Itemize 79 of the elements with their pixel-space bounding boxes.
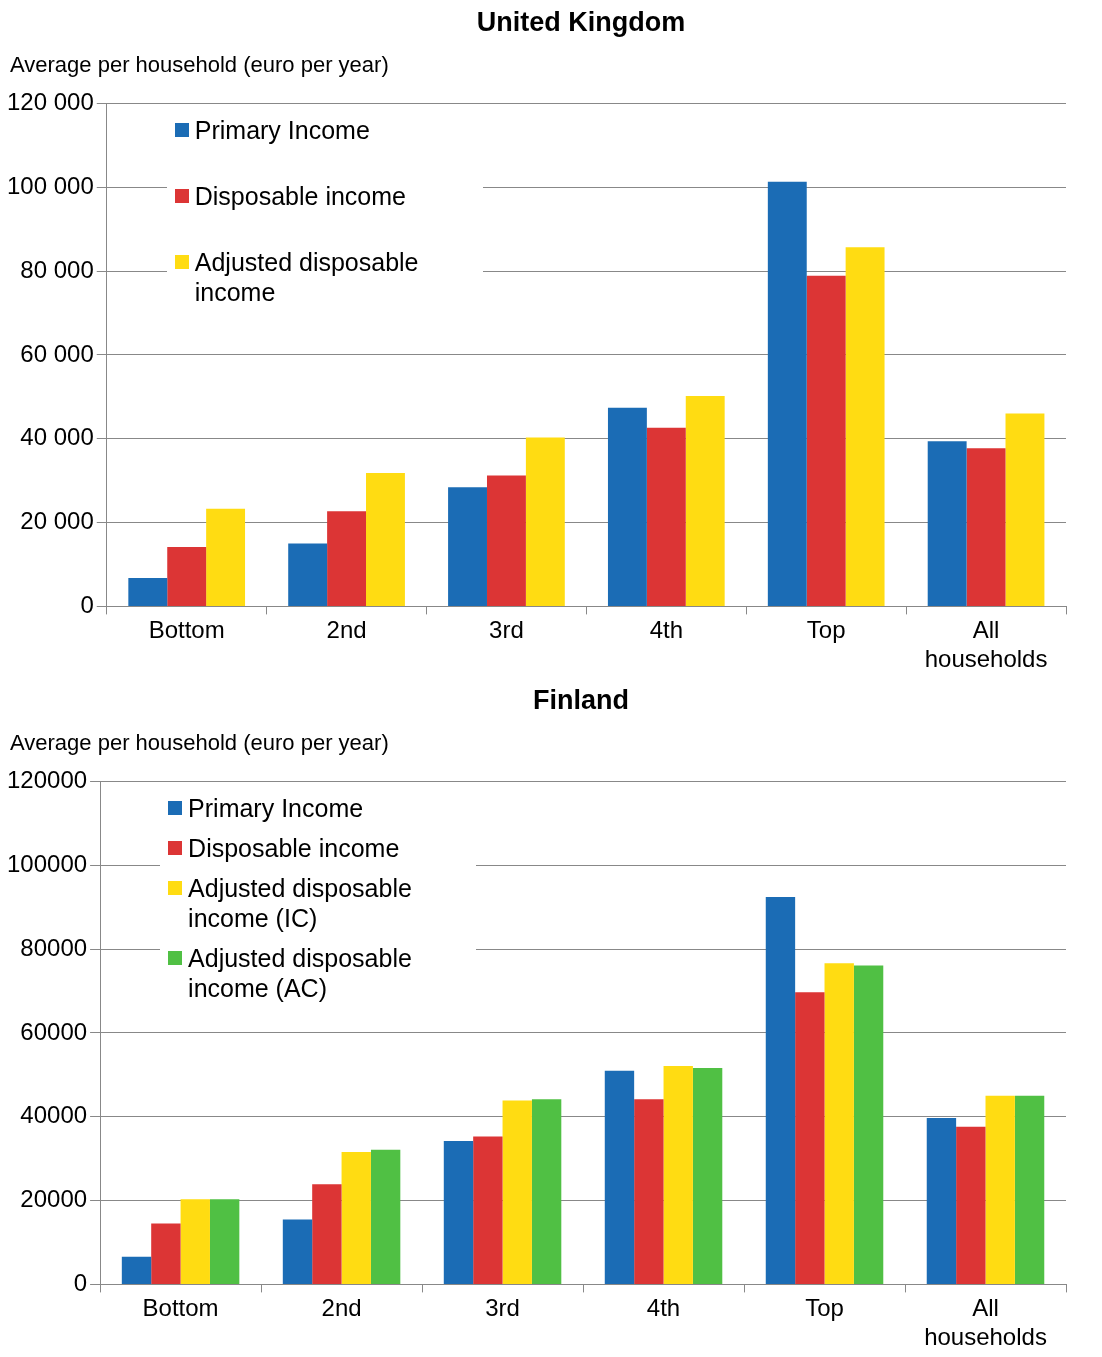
bar bbox=[282, 1219, 313, 1284]
bar bbox=[206, 508, 246, 606]
bar bbox=[824, 963, 854, 1284]
bar bbox=[646, 427, 686, 606]
y-tick-label: 100 000 bbox=[6, 171, 94, 199]
bar bbox=[167, 546, 207, 606]
legend-label: Disposable income bbox=[188, 833, 401, 864]
x-tick-label: All households bbox=[924, 1294, 1047, 1351]
bar bbox=[685, 395, 725, 606]
y-tick-label: 120000 bbox=[6, 766, 88, 794]
x-tick-label: 3rd bbox=[485, 1294, 520, 1322]
bar bbox=[853, 965, 884, 1284]
bar bbox=[795, 992, 825, 1284]
bar bbox=[443, 1141, 474, 1284]
bar bbox=[341, 1151, 371, 1284]
y-tick-label: 60000 bbox=[20, 1017, 88, 1045]
x-tick-label: 3rd bbox=[489, 616, 524, 644]
legend-label: Primary Income bbox=[188, 793, 365, 824]
x-tick-label: Top bbox=[806, 616, 846, 644]
bar bbox=[525, 437, 565, 606]
bar bbox=[985, 1095, 1015, 1284]
bar bbox=[366, 473, 405, 606]
bar bbox=[634, 1099, 664, 1284]
x-tick-label: 2nd bbox=[321, 1294, 362, 1322]
bar bbox=[1005, 413, 1045, 606]
bar bbox=[806, 275, 846, 606]
bar bbox=[767, 181, 807, 606]
y-axis-title: Average per household (euro per year) bbox=[9, 51, 390, 79]
bar bbox=[692, 1068, 723, 1284]
bar bbox=[663, 1066, 693, 1284]
y-tick-label: 100000 bbox=[6, 849, 88, 877]
x-tick-label: Bottom bbox=[142, 1294, 219, 1322]
bar bbox=[927, 441, 967, 606]
x-tick-label: 4th bbox=[649, 616, 683, 644]
bar bbox=[151, 1223, 181, 1284]
y-tick-label: 40000 bbox=[20, 1101, 88, 1129]
bar bbox=[1014, 1095, 1045, 1284]
legend-label: Primary Income bbox=[194, 115, 371, 146]
bar bbox=[956, 1126, 986, 1284]
bar bbox=[845, 247, 885, 606]
x-tick-label: 4th bbox=[646, 1294, 681, 1322]
bar bbox=[327, 511, 367, 606]
chart-title: United Kingdom bbox=[475, 6, 687, 39]
bar bbox=[486, 475, 526, 606]
x-tick-label: Top bbox=[805, 1294, 844, 1322]
bar bbox=[926, 1117, 957, 1284]
y-tick-label: 120 000 bbox=[6, 88, 94, 116]
bar bbox=[607, 407, 647, 606]
bar bbox=[502, 1100, 532, 1284]
bar bbox=[370, 1149, 401, 1284]
bar bbox=[312, 1184, 342, 1284]
bar bbox=[180, 1199, 210, 1284]
y-tick-label: 60 000 bbox=[20, 339, 94, 367]
legend-label: Adjusted disposable income (AC) bbox=[188, 943, 413, 1004]
legend-label: Adjusted disposable income bbox=[194, 247, 420, 308]
y-tick-label: 20 000 bbox=[20, 507, 94, 535]
y-tick-label: 20000 bbox=[20, 1185, 88, 1213]
x-tick-label: Bottom bbox=[148, 616, 225, 644]
chart-title: Finland bbox=[532, 684, 630, 717]
bar bbox=[765, 897, 796, 1284]
bar bbox=[966, 448, 1006, 606]
bar bbox=[604, 1070, 635, 1284]
bar bbox=[128, 577, 168, 606]
y-tick-label: 0 bbox=[73, 1269, 88, 1297]
bar bbox=[121, 1256, 152, 1284]
legend-label: Adjusted disposable income (IC) bbox=[188, 873, 413, 934]
x-tick-label: 2nd bbox=[326, 616, 367, 644]
bar bbox=[531, 1099, 562, 1284]
bar bbox=[473, 1136, 503, 1284]
y-tick-label: 0 bbox=[80, 591, 94, 619]
bar bbox=[209, 1199, 240, 1284]
bar bbox=[448, 487, 487, 606]
y-tick-label: 40 000 bbox=[20, 423, 94, 451]
y-axis-title: Average per household (euro per year) bbox=[9, 729, 390, 757]
y-tick-label: 80 000 bbox=[20, 255, 94, 283]
legend-label: Disposable income bbox=[194, 181, 407, 212]
bar bbox=[288, 543, 328, 606]
y-tick-label: 80000 bbox=[20, 933, 88, 961]
x-tick-label: All households bbox=[924, 616, 1048, 673]
